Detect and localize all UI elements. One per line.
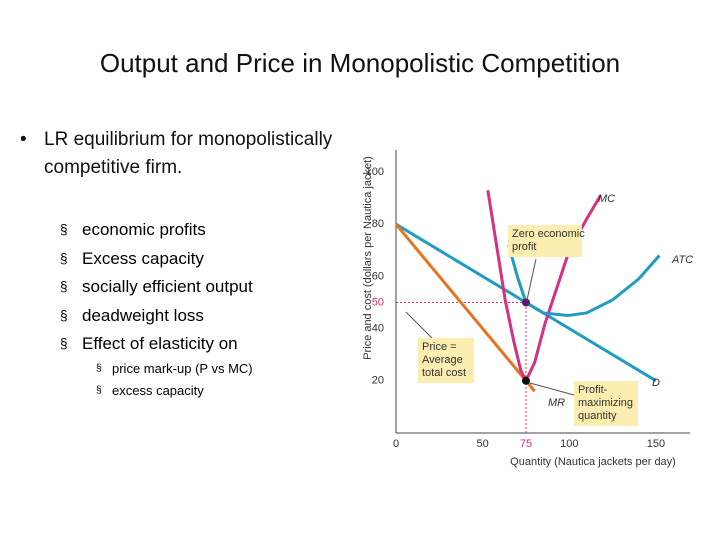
y-tick-label: 60	[372, 270, 384, 282]
leader-line	[405, 311, 433, 339]
annotation-text: profit	[512, 241, 536, 253]
annotation-box	[508, 225, 582, 257]
bullet-item: socially efficient output	[60, 273, 253, 302]
annotation-text: Zero economic	[512, 228, 585, 240]
bullet-item: economic profits	[60, 216, 253, 245]
y-axis-label: Price and cost (dollars per Nautica jack…	[362, 156, 374, 360]
x-tick-label: 150	[647, 438, 665, 450]
curve	[507, 244, 661, 318]
curve-label: MR	[548, 397, 565, 409]
annotation-text: maximizing	[578, 397, 633, 409]
curve	[486, 190, 602, 383]
annotation-text: quantity	[578, 410, 617, 422]
x-tick-label: 0	[393, 438, 399, 450]
leader-line	[529, 382, 575, 396]
annotation-text: Average	[422, 354, 463, 366]
x-tick-label: 75	[520, 438, 532, 450]
bullet: LR equilibrium for monopolistically comp…	[20, 126, 364, 182]
y-tick-label: 40	[372, 323, 384, 335]
x-tick-label: 50	[477, 438, 489, 450]
slide-title: Output and Price in Monopolistic Competi…	[99, 48, 621, 78]
leader-line	[526, 258, 537, 301]
point	[521, 376, 530, 385]
curve-label: D	[652, 377, 660, 389]
y-tick-label: 50	[372, 296, 384, 308]
bullet-item: Excess capacity	[60, 245, 253, 274]
x-tick-label: 100	[560, 438, 578, 450]
sub-bullet-list: price mark-up (P vs MC)excess capacity	[96, 358, 253, 402]
bullet-item: Effect of elasticity on	[60, 330, 253, 359]
bullet-item: deadweight loss	[60, 302, 253, 331]
point	[521, 298, 530, 307]
annotation-box	[418, 338, 474, 383]
curve-label: MC	[598, 193, 615, 205]
y-tick-label: 80	[372, 218, 384, 230]
annotation-text: Price =	[422, 341, 457, 353]
bullet-item: price mark-up (P vs MC)	[96, 358, 253, 380]
bullet-list: economic profitsExcess capacitysocially …	[60, 216, 253, 359]
curve-label: ATC	[671, 254, 693, 266]
y-tick-label: 20	[372, 375, 384, 387]
bullet-item: excess capacity	[96, 380, 253, 402]
x-axis-label: Quantity (Nautica jackets per day)	[510, 456, 676, 468]
y-tick-label: 100	[366, 166, 384, 178]
annotation-box	[574, 381, 638, 426]
annotation-text: total cost	[422, 367, 466, 379]
annotation-text: Profit-	[578, 384, 608, 396]
